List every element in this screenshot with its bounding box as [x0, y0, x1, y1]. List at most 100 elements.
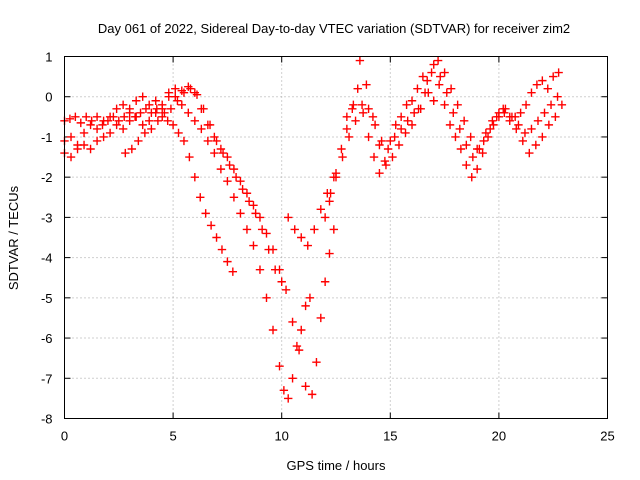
data-point: [423, 76, 432, 85]
data-point: [242, 225, 252, 234]
data-point: [467, 172, 476, 182]
data-point: [540, 108, 549, 118]
data-point: [516, 108, 525, 118]
data-point: [179, 88, 189, 97]
data-point: [486, 124, 495, 134]
data-point: [86, 120, 95, 130]
data-point: [138, 120, 147, 130]
data-point: [251, 209, 260, 218]
data-point: [120, 112, 129, 122]
data-point: [370, 120, 380, 130]
data-point: [99, 132, 108, 142]
data-point: [257, 225, 267, 234]
data-point: [288, 317, 297, 327]
data-point: [179, 136, 189, 146]
data-point: [358, 108, 368, 118]
data-point: [445, 120, 455, 130]
data-point: [420, 88, 430, 97]
data-point: [418, 72, 428, 81]
data-point: [125, 104, 134, 113]
data-point: [255, 213, 265, 222]
data-point: [98, 120, 107, 130]
data-point: [136, 108, 145, 118]
data-point: [212, 233, 221, 242]
data-point: [320, 213, 330, 222]
chart-title: Day 061 of 2022, Sidereal Day-to-day VTE…: [98, 21, 570, 36]
data-point: [337, 144, 346, 154]
data-point: [521, 100, 531, 109]
data-point: [288, 374, 297, 383]
data-point: [375, 140, 384, 150]
data-point: [231, 172, 241, 182]
data-point: [229, 193, 239, 202]
data-point: [525, 148, 534, 158]
data-point: [210, 148, 219, 158]
data-point: [462, 160, 471, 170]
y-tick-label: -1: [41, 130, 53, 145]
series-5: [320, 68, 563, 222]
data-point: [357, 100, 367, 109]
data-point: [105, 112, 115, 122]
y-tick-label: -3: [41, 210, 53, 225]
data-point: [440, 100, 449, 109]
data-point: [277, 277, 286, 286]
data-point: [76, 118, 85, 128]
data-point: [326, 189, 335, 198]
data-point: [184, 108, 193, 118]
data-point: [364, 132, 373, 142]
data-point: [87, 116, 96, 126]
data-point: [429, 96, 438, 105]
data-point: [449, 108, 458, 118]
series-1: [60, 104, 238, 276]
data-point: [223, 257, 232, 266]
y-tick-label: 0: [45, 90, 52, 105]
data-point: [197, 124, 206, 134]
data-point: [284, 213, 293, 222]
data-point: [290, 225, 299, 234]
data-point: [138, 92, 147, 101]
data-point: [466, 132, 475, 142]
y-tick-label: -7: [41, 371, 53, 386]
x-tick-label: 10: [274, 429, 288, 444]
data-point: [225, 160, 234, 170]
data-point: [284, 394, 293, 403]
data-point: [462, 140, 471, 150]
data-point: [310, 225, 319, 234]
data-point: [192, 90, 202, 99]
data-point: [223, 176, 232, 186]
data-point: [92, 136, 102, 146]
data-point: [532, 80, 542, 89]
data-point: [554, 68, 563, 77]
data-point: [92, 112, 102, 122]
series-6: [325, 60, 562, 206]
data-point: [205, 120, 215, 130]
x-axis-label: GPS time / hours: [287, 458, 386, 473]
data-point: [527, 88, 536, 97]
data-point: [168, 120, 178, 130]
data-point: [177, 100, 186, 109]
data-point: [201, 209, 210, 218]
data-point: [427, 68, 436, 77]
data-point: [488, 116, 497, 126]
data-point: [388, 152, 397, 162]
data-point: [71, 112, 80, 122]
data-point: [325, 197, 334, 206]
data-point: [238, 185, 247, 194]
data-point: [118, 100, 128, 109]
data-point: [118, 124, 128, 134]
data-point: [478, 148, 487, 158]
data-point: [553, 92, 562, 101]
data-point: [297, 233, 306, 242]
x-tick-label: 0: [61, 429, 68, 444]
data-point: [206, 221, 216, 230]
data-point: [557, 100, 567, 109]
data-point: [380, 156, 390, 166]
data-point: [153, 116, 163, 126]
data-point: [262, 229, 271, 238]
x-tick-label: 15: [383, 429, 397, 444]
data-point: [375, 168, 384, 178]
data-point: [403, 116, 412, 126]
data-point: [65, 114, 75, 124]
data-point: [472, 144, 482, 154]
data-point: [329, 225, 339, 234]
